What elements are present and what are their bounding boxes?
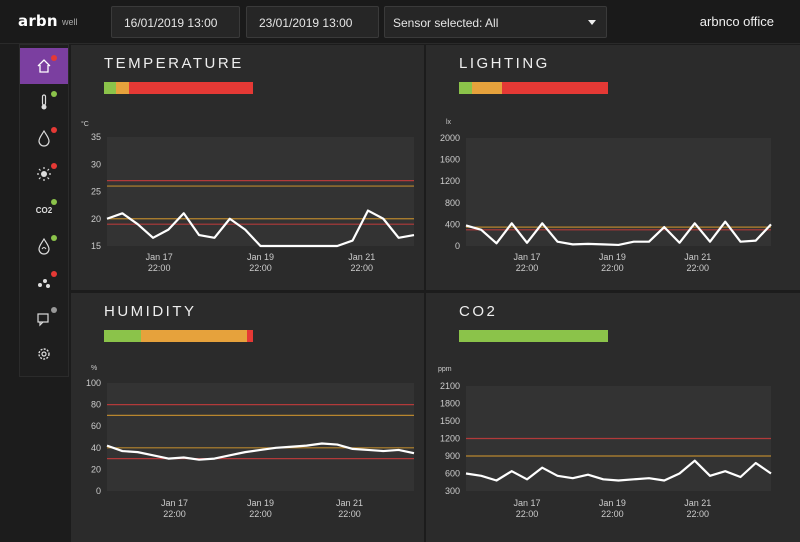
axis-unit: lx [446,119,452,126]
y-tick-label: 40 [91,443,101,453]
y-tick-label: 60 [91,421,101,431]
sidebar: CO2 [19,44,69,377]
particles-icon [38,279,50,288]
y-tick-label: 900 [445,451,460,461]
status-dot [51,307,57,313]
chevron-down-icon [588,20,596,25]
axis-unit: ppm [438,366,452,373]
y-tick-label: 100 [86,378,101,388]
status-bar [104,82,253,94]
humidity-chart[interactable]: 100 80 60 40 20 0 Jan 17 22:00 Jan 19 22:00 Jan 21… [71,293,424,542]
y-tick-label: 300 [445,486,460,496]
nav-settings[interactable] [20,336,68,372]
sun-icon [37,167,51,181]
nav-lighting[interactable] [20,156,68,192]
start-date-field[interactable]: 16/01/2019 13:00 [111,6,240,38]
axis-unit: % [91,365,98,372]
y-tick-label: 400 [445,219,460,229]
status-dot [51,127,57,133]
app-logo-sub: well [62,17,78,27]
chat-sensor-icon [37,313,49,327]
status-bar [459,330,608,342]
y-tick-label: 15 [91,241,101,251]
status-dot [51,271,57,277]
panel-title: CO2 [459,303,498,320]
x-tick-label: Jan 21 22:00 [684,252,711,273]
y-tick-label: 20 [91,464,101,474]
nav-water[interactable] [20,228,68,264]
status-dot [51,55,57,61]
nav-feedback[interactable] [20,300,68,336]
co2-icon: CO2 [35,205,53,215]
status-bar [104,330,253,342]
x-tick-label: Jan 17 22:00 [513,498,540,519]
settings-gear-icon [38,348,50,360]
lighting-panel: LIGHTING lx 2000 1600 1200 800 400 0 Jan 17 22:… [426,45,800,290]
nav-particles[interactable] [20,264,68,300]
nav-temperature[interactable] [20,84,68,120]
y-tick-label: 800 [445,198,460,208]
status-bar [459,82,608,94]
panel-title: HUMIDITY [104,303,197,320]
y-tick-label: 80 [91,400,101,410]
x-tick-label: Jan 19 22:00 [247,498,274,519]
y-tick-label: 30 [91,159,101,169]
home-icon [37,59,51,73]
y-tick-label: 20 [91,214,101,224]
humidity-drop-icon [38,129,50,147]
temperature-chart[interactable]: 35 30 25 20 15 Jan 17 22:00 Jan 19 22:00 Jan 21 22… [71,45,424,290]
x-tick-label: Jan 17 22:00 [146,252,173,273]
sensor-select[interactable]: Sensor selected: All [384,6,607,38]
top-bar: arbn well 16/01/2019 13:00 23/01/2019 13… [0,0,800,44]
y-tick-label: 1200 [440,434,460,444]
series-line [106,442,415,461]
sensor-select-label: Sensor selected: All [393,16,499,30]
status-dot [51,91,57,97]
y-tick-label: 25 [91,187,101,197]
temperature-panel: TEMPERATURE °C 35 30 25 20 15 Jan 17 22:00 Jan … [71,45,424,290]
nav-humidity[interactable] [20,120,68,156]
x-tick-label: Jan 19 22:00 [247,252,274,273]
y-tick-label: 1600 [440,155,460,165]
panel-title: LIGHTING [459,55,550,72]
series-line [465,459,772,482]
x-tick-label: Jan 19 22:00 [599,498,626,519]
y-tick-label: 35 [91,132,101,142]
site-name[interactable]: arbnco office [699,14,774,29]
y-tick-label: 2100 [440,381,460,391]
leaf-drop-icon [38,237,50,255]
series-line [106,209,415,248]
y-tick-label: 1500 [440,416,460,426]
status-dot [51,199,57,205]
plot-area [107,383,414,491]
end-date-field[interactable]: 23/01/2019 13:00 [246,6,379,38]
lighting-chart[interactable]: 2000 1600 1200 800 400 0 Jan 17 22:00 Jan 19 22:0… [426,45,800,290]
co2-panel: CO2 ppm 2100 1800 1500 1200 900 600 300 Jan 17 2… [426,293,800,542]
app-logo[interactable]: arbn [18,12,58,30]
panel-title: TEMPERATURE [104,55,244,72]
y-tick-label: 0 [96,486,101,496]
nav-co2[interactable]: CO2 [20,192,68,228]
thermometer-icon [41,94,47,110]
x-tick-label: Jan 17 22:00 [513,252,540,273]
y-tick-label: 600 [445,469,460,479]
humidity-panel: HUMIDITY % 100 80 60 40 20 0 Jan 17 22:00 Jan 19… [71,293,424,542]
series-line [465,220,772,247]
x-tick-label: Jan 21 22:00 [348,252,375,273]
axis-unit: °C [81,121,89,128]
y-tick-label: 0 [455,241,460,251]
plot-area [107,137,414,246]
co2-chart[interactable]: 2100 1800 1500 1200 900 600 300 Jan 17 22:00 Jan … [426,293,800,542]
nav-home[interactable] [20,48,68,84]
status-dot [51,235,57,241]
x-tick-label: Jan 21 22:00 [684,498,711,519]
x-tick-label: Jan 19 22:00 [599,252,626,273]
status-dot [51,163,57,169]
y-tick-label: 2000 [440,133,460,143]
x-tick-label: Jan 17 22:00 [161,498,188,519]
x-tick-label: Jan 21 22:00 [336,498,363,519]
y-tick-label: 1800 [440,399,460,409]
y-tick-label: 1200 [440,176,460,186]
